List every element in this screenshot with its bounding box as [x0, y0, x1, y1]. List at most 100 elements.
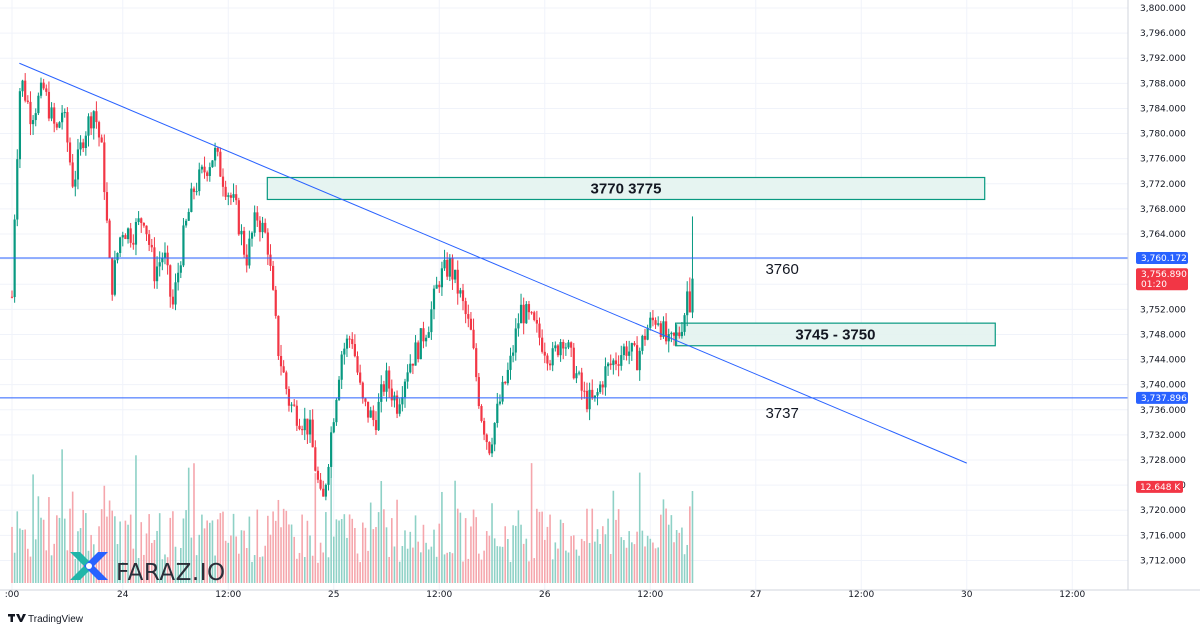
volume-bar — [21, 529, 24, 583]
candle-body — [274, 289, 277, 316]
candle-body — [195, 191, 198, 193]
volume-bar — [314, 473, 317, 583]
volume-bar — [638, 472, 641, 583]
candle-body — [10, 296, 14, 298]
candle-body — [649, 317, 652, 328]
candle-body — [580, 372, 583, 391]
volume-bar — [69, 508, 71, 583]
volume-bar — [85, 513, 87, 583]
candle-body — [61, 112, 64, 123]
time-tick-label: 26 — [539, 590, 551, 600]
zone-box[interactable] — [266, 176, 986, 201]
volume-bar — [541, 511, 543, 583]
volume-bar — [396, 499, 398, 583]
volume-bar — [143, 554, 145, 583]
volume-bar — [227, 542, 230, 583]
volume-bar — [169, 517, 172, 583]
volume-bar — [354, 527, 356, 583]
volume-bar — [282, 508, 285, 583]
candle-body — [430, 309, 433, 333]
candle-body — [443, 259, 446, 269]
volume-bar — [327, 557, 330, 583]
candle-body — [406, 372, 409, 382]
candle-body — [250, 232, 254, 239]
volume-bar — [449, 551, 451, 583]
candle-body — [609, 363, 612, 366]
price-tick-label: 3,748.000 — [1140, 330, 1186, 340]
volume-bar — [657, 547, 659, 583]
price-tick-label: 3,784.000 — [1140, 104, 1186, 114]
candle-body — [593, 395, 596, 398]
volume-bar — [325, 512, 327, 583]
candle-body — [601, 384, 604, 388]
candle-body — [551, 348, 554, 366]
time-axis[interactable]: :00 24 12:00 25 12:00 26 12:00 27 12:00 30 12:00 — [5, 590, 1086, 600]
candle-body — [683, 315, 686, 332]
volume-bar — [290, 524, 293, 583]
candle-body — [235, 194, 238, 201]
volume-bar — [504, 526, 507, 583]
candle-body — [496, 403, 499, 424]
candle-body — [253, 212, 256, 233]
candle-body — [105, 192, 109, 221]
volume-bar — [103, 485, 106, 583]
volume-bar — [288, 524, 290, 583]
candle-body — [108, 220, 111, 258]
tradingview-logo-icon — [8, 614, 26, 622]
volume-bar — [340, 519, 343, 583]
volume-bar — [480, 559, 483, 583]
volume-bar — [446, 552, 448, 583]
candle-body — [625, 346, 628, 356]
volume-bar — [53, 543, 55, 583]
candle-body — [606, 363, 610, 367]
candle-body — [137, 218, 140, 223]
candle-body — [90, 116, 93, 129]
volume-bar — [346, 537, 348, 583]
candle-body — [432, 288, 436, 310]
volume-bar — [338, 520, 340, 583]
volume-bar — [240, 530, 243, 583]
candle-body — [559, 342, 562, 356]
volume-bar — [517, 510, 520, 583]
level-price-tag-box — [1136, 391, 1188, 404]
candle-body — [691, 278, 694, 313]
horizontal-lines[interactable] — [0, 257, 1128, 399]
tradingview-attribution[interactable]: TradingView — [8, 614, 84, 625]
volume-bar — [628, 531, 630, 583]
volume-bar — [522, 543, 525, 583]
volume-bar — [459, 512, 462, 583]
volume-bar — [351, 518, 354, 583]
candle-body — [638, 350, 641, 371]
volume-bar — [533, 558, 536, 583]
candle-body — [97, 122, 101, 138]
candle-body — [485, 434, 488, 443]
time-tick-label: 27 — [750, 590, 761, 600]
candle-body — [82, 142, 85, 149]
candle-body — [87, 116, 90, 136]
volume-bar — [198, 534, 201, 583]
volume-bar — [646, 535, 649, 583]
candle-body — [155, 266, 159, 282]
candle-body — [74, 179, 77, 187]
trendline[interactable] — [19, 62, 967, 464]
volume-bar — [56, 515, 58, 583]
candle-body — [337, 379, 341, 400]
candle-body — [374, 420, 378, 431]
volume-bar — [127, 524, 129, 583]
candle-body — [53, 107, 56, 124]
volume-bar — [375, 527, 377, 583]
farazio-logo: FARAZ.IO — [70, 552, 225, 586]
candle-body — [119, 237, 122, 253]
volume-bar — [187, 467, 190, 583]
level-price-tag-box — [1136, 252, 1188, 265]
descending-trendline[interactable] — [19, 62, 967, 464]
zones[interactable] — [266, 176, 996, 347]
candle-body — [227, 195, 230, 197]
volume-bar — [106, 516, 108, 583]
volume-bar — [303, 557, 306, 583]
volume-bar — [332, 536, 335, 583]
volume-bar — [182, 518, 185, 583]
candle-body — [446, 259, 449, 277]
